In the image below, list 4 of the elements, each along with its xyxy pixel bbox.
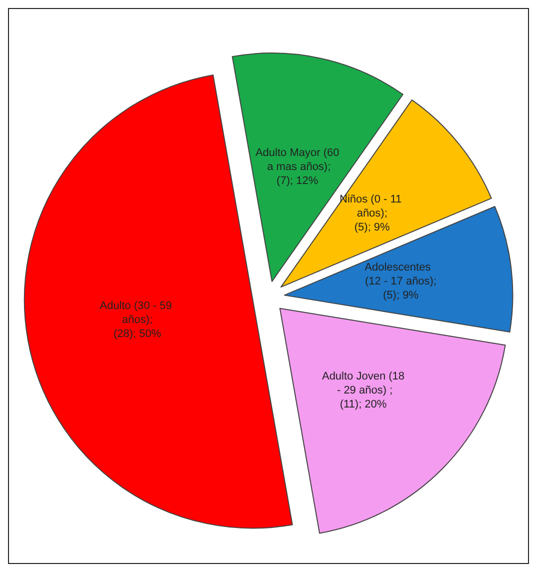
slice-label: Adulto Joven (18 - 29 años) ; (11); 20% [322,370,405,411]
slice-label: Adulto Mayor (60 a mas años); (7); 12% [255,147,340,188]
slice-label: Adulto (30 - 59 años); (28); 50% [100,300,175,340]
slice-label: Adolescentes (12 - 17 años); (5); 9% [364,261,437,302]
